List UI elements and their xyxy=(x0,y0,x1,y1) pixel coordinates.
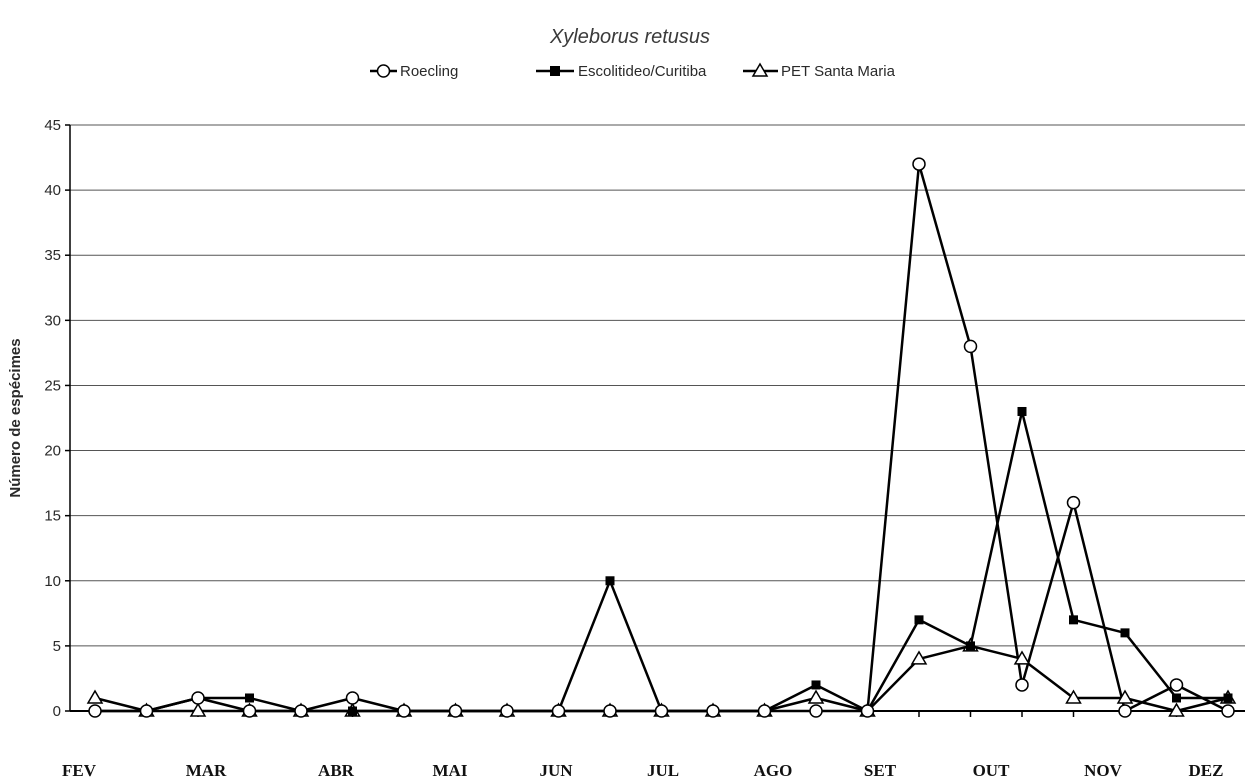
data-point xyxy=(603,704,617,718)
data-point xyxy=(345,691,360,705)
y-tick-label: 25 xyxy=(44,377,61,394)
data-point xyxy=(963,339,978,354)
series-circle-open xyxy=(95,162,1229,713)
data-point xyxy=(294,704,308,718)
chart-title: Xyleborus retusus xyxy=(549,26,710,48)
month-label: AGO xyxy=(754,761,793,780)
data-point xyxy=(1169,678,1184,692)
data-point xyxy=(500,704,514,718)
y-tick-label: 40 xyxy=(44,182,61,199)
month-label: NOV xyxy=(1084,761,1123,780)
data-point xyxy=(245,693,254,703)
data-point xyxy=(809,704,823,718)
series-markers-square-filled xyxy=(90,406,1233,716)
data-point xyxy=(88,704,102,718)
data-point xyxy=(654,704,669,718)
data-point xyxy=(912,157,926,171)
data-point xyxy=(1120,628,1130,638)
data-point xyxy=(910,650,928,665)
data-point xyxy=(811,680,821,690)
data-point xyxy=(1118,704,1132,718)
data-point xyxy=(86,689,104,704)
data-point xyxy=(1066,495,1081,510)
data-point xyxy=(966,641,975,651)
data-point xyxy=(551,704,566,718)
data-point xyxy=(1015,678,1029,692)
data-point xyxy=(348,706,357,716)
y-tick-label: 0 xyxy=(53,703,61,720)
month-label: JUL xyxy=(647,761,679,780)
legend-marker-escolitideo xyxy=(550,66,560,76)
legend-item-pet: PET Santa Maria xyxy=(743,62,896,80)
y-tick-label: 15 xyxy=(44,508,61,525)
month-label: ABR xyxy=(318,761,355,780)
data-point xyxy=(191,691,205,705)
y-axis-ticks: 0 5 10 15 20 25 30 35 40 45 xyxy=(44,117,70,720)
series-line xyxy=(95,410,1228,713)
series-square-filled xyxy=(95,410,1228,713)
y-tick-label: 35 xyxy=(44,247,61,264)
data-point xyxy=(1116,689,1134,704)
data-point xyxy=(605,576,615,586)
data-point xyxy=(242,704,257,718)
data-point xyxy=(397,704,411,718)
legend-label-pet: PET Santa Maria xyxy=(781,63,896,80)
series-markers-circle-open xyxy=(88,157,1235,718)
data-point xyxy=(706,704,720,718)
data-point xyxy=(1069,615,1078,625)
data-point xyxy=(1223,693,1233,703)
data-point xyxy=(1221,704,1235,718)
legend-marker-pet xyxy=(751,62,769,77)
month-label: DEZ xyxy=(1189,761,1224,780)
legend-item-roecling: Roecling xyxy=(370,63,458,80)
month-label: JUN xyxy=(539,761,573,780)
legend-item-escolitideo: Escolitideo/Curitiba xyxy=(536,63,707,80)
y-tick-label: 30 xyxy=(44,312,61,329)
month-label: OUT xyxy=(973,761,1011,780)
month-label: FEV xyxy=(62,761,97,780)
data-point xyxy=(1065,689,1082,704)
legend-marker-roecling xyxy=(376,64,391,78)
data-point xyxy=(807,689,825,704)
legend: Roecling Escolitideo/Curitiba PET Santa … xyxy=(370,62,896,80)
month-label: MAI xyxy=(433,761,468,780)
month-labels: FEV MAR ABR MAI JUN JUL AGO SET OUT NOV DEZ xyxy=(62,761,1223,780)
series-layer xyxy=(86,157,1237,718)
y-axis-label: Número de espécimes xyxy=(7,338,24,497)
data-point xyxy=(139,704,154,718)
data-point xyxy=(757,704,772,718)
data-point xyxy=(189,702,207,717)
y-tick-label: 20 xyxy=(44,443,61,460)
data-point xyxy=(1168,702,1185,717)
axes xyxy=(69,125,1245,717)
gridlines xyxy=(70,124,1245,647)
data-point xyxy=(914,615,924,625)
y-tick-label: 10 xyxy=(44,573,61,590)
month-label: SET xyxy=(864,761,897,780)
data-point xyxy=(860,704,875,718)
series-line xyxy=(95,162,1229,713)
data-point xyxy=(1017,406,1027,416)
data-point xyxy=(1172,693,1181,703)
legend-label-escolitideo: Escolitideo/Curitiba xyxy=(578,63,707,80)
y-tick-label: 5 xyxy=(53,638,61,655)
month-label: MAR xyxy=(186,761,227,780)
legend-label-roecling: Roecling xyxy=(400,63,458,80)
data-point xyxy=(1013,650,1031,665)
y-tick-label: 45 xyxy=(44,117,61,134)
data-point xyxy=(448,704,463,718)
